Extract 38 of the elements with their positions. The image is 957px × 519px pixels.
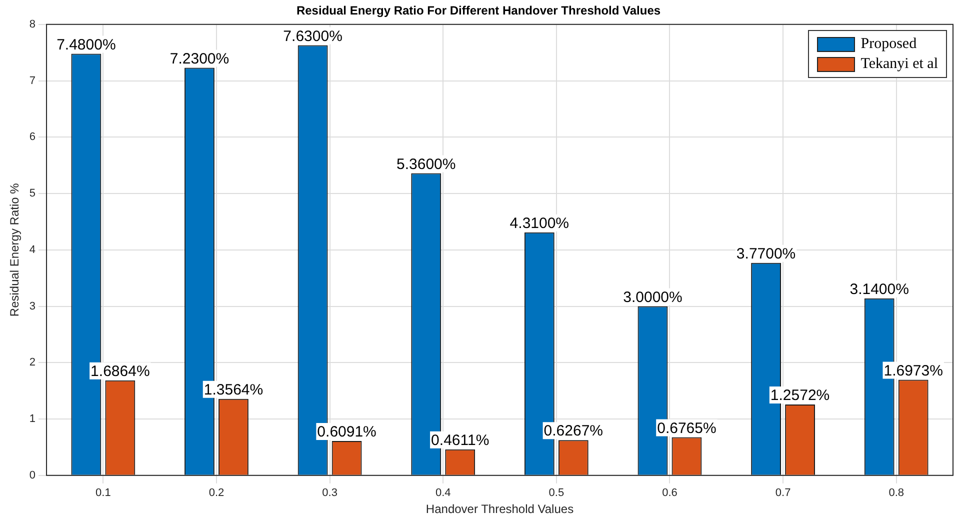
- y-tick-label: 1: [29, 413, 36, 426]
- x-tick-label: 0.4: [435, 487, 451, 500]
- data-label: 3.0000%: [623, 288, 682, 306]
- x-tick-label: 0.8: [888, 487, 904, 500]
- y-tick-label: 5: [29, 188, 36, 200]
- legend-label: Proposed: [860, 36, 917, 53]
- y-tick-label: 4: [29, 244, 36, 256]
- y-tick-label: 6: [29, 131, 36, 144]
- data-label: 4.3100%: [510, 215, 570, 232]
- x-tick-label: 0.3: [322, 487, 338, 500]
- data-label: 7.4800%: [56, 36, 116, 54]
- y-tick-label: 8: [29, 18, 36, 30]
- data-label: 0.6267%: [544, 422, 604, 440]
- chart-title: Residual Energy Ratio For Different Handover Threshold Values: [296, 4, 661, 18]
- x-axis-title: Handover Threshold Values: [426, 502, 574, 516]
- x-tick-label: 0.5: [548, 487, 564, 500]
- y-tick-label: 7: [29, 74, 36, 87]
- data-label: 1.2572%: [770, 387, 830, 404]
- data-label: 0.6765%: [657, 420, 716, 437]
- legend-label: Tekanyi et al: [860, 56, 938, 73]
- data-label: 0.6091%: [317, 424, 376, 441]
- data-label: 7.2300%: [170, 50, 230, 68]
- x-tick-label: 0.6: [662, 487, 678, 500]
- y-tick-label: 3: [29, 300, 36, 312]
- x-tick-label: 0.7: [775, 487, 791, 500]
- data-label: 0.4611%: [431, 432, 490, 450]
- data-label: 1.6973%: [884, 362, 943, 380]
- data-label: 7.6300%: [283, 28, 342, 45]
- y-tick-label: 0: [29, 469, 36, 482]
- x-tick-label: 0.1: [96, 487, 111, 500]
- y-tick-label: 2: [29, 356, 36, 369]
- data-label: 3.7700%: [736, 246, 796, 263]
- data-label: 1.3564%: [204, 382, 264, 399]
- data-label: 3.1400%: [850, 281, 909, 298]
- y-axis-title: Residual Energy Ratio %: [8, 182, 22, 317]
- x-tick-label: 0.2: [208, 487, 224, 500]
- data-label: 1.6864%: [90, 362, 150, 380]
- data-label: 5.3600%: [396, 156, 456, 173]
